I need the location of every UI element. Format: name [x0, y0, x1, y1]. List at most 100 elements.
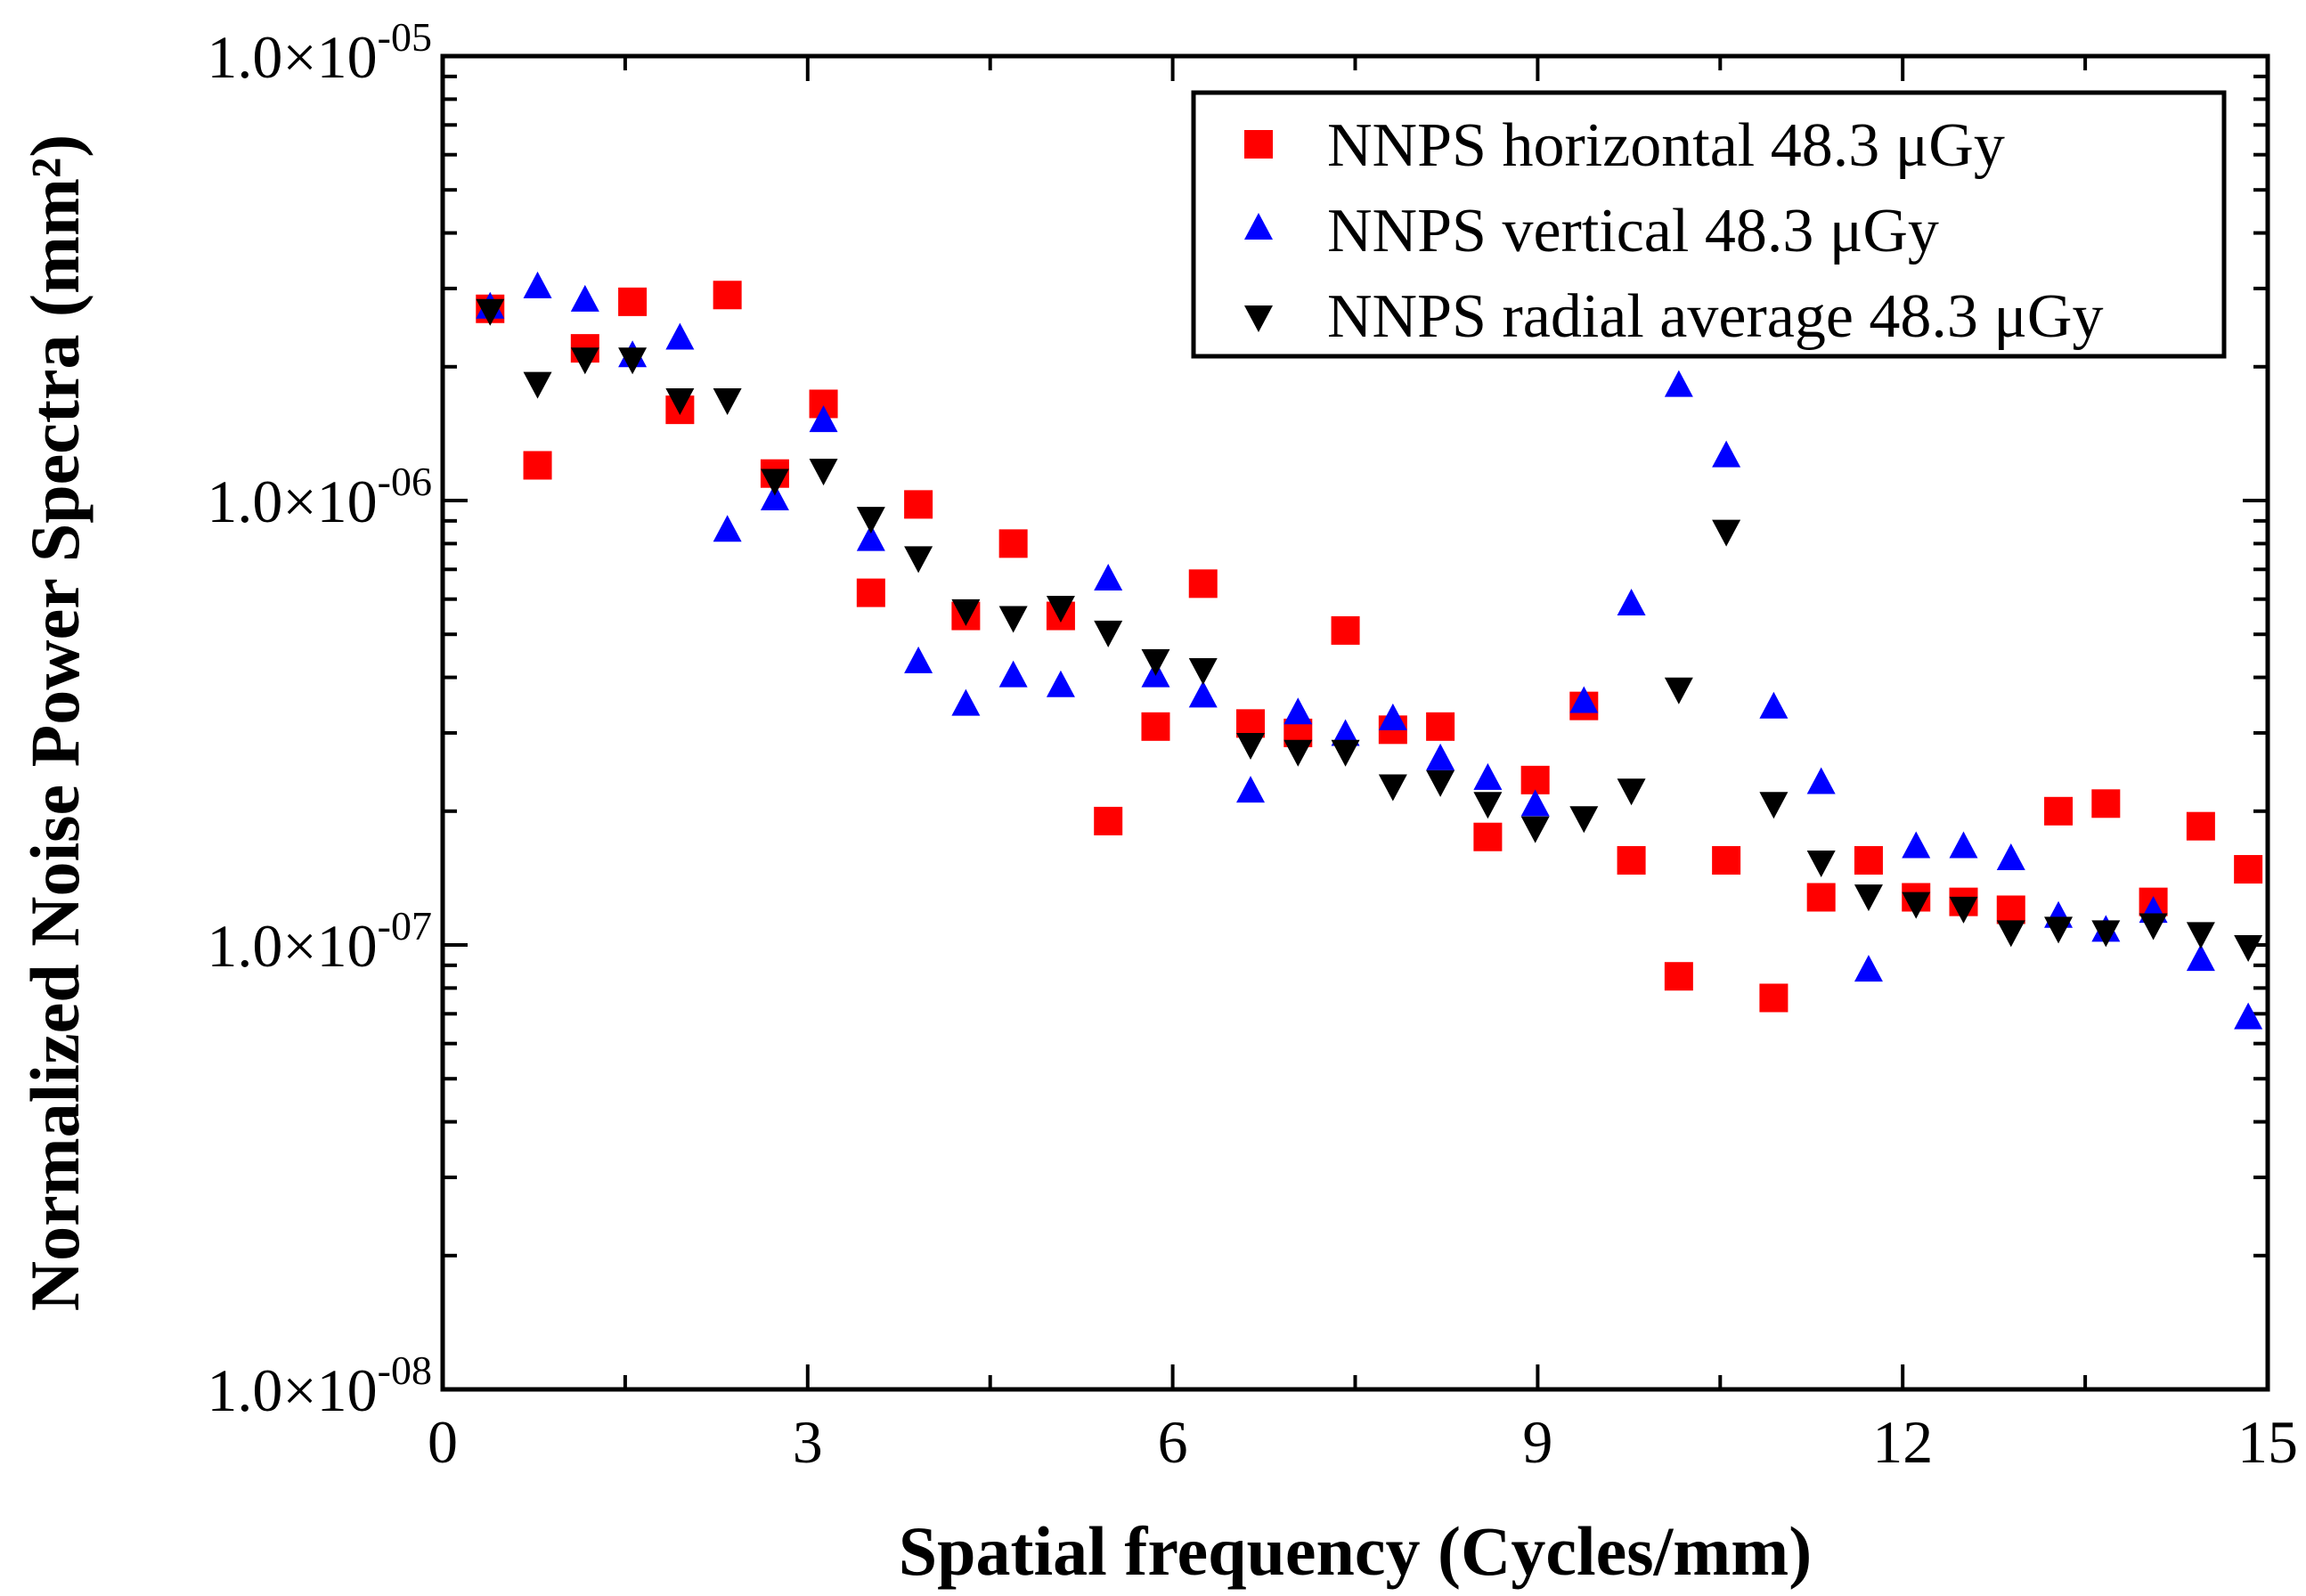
y-tick-label: 1.0×10-05	[207, 14, 432, 91]
plot-frame	[440, 53, 2270, 1392]
vertical-point	[523, 271, 552, 298]
vertical-point	[1046, 670, 1075, 697]
y-axis-title: Normalized Noise Power Spectra (mm²)	[16, 134, 94, 1312]
radial-average-point	[1949, 896, 1978, 924]
series-triangle-up	[476, 271, 2263, 1030]
radial-average-point	[1569, 806, 1599, 834]
radial-average-point	[998, 606, 1028, 633]
legend: NNPS horizontal 48.3 μGy NNPS vertical 48…	[1191, 90, 2227, 359]
horizontal-point	[2234, 855, 2263, 884]
x-tick-label: 9	[1522, 1408, 1552, 1476]
vertical-point	[1759, 691, 1789, 719]
horizontal-point	[618, 287, 648, 316]
radial-average-point	[665, 388, 695, 416]
horizontal-point	[1854, 846, 1883, 875]
radial-average-point	[713, 388, 742, 416]
vertical-point	[1569, 686, 1599, 713]
vertical-point	[1188, 680, 1218, 708]
vertical-point	[856, 524, 885, 551]
x-tick-label: 12	[1872, 1408, 1933, 1476]
radial-average-point	[1520, 816, 1550, 843]
horizontal-point	[1806, 883, 1836, 912]
horizontal-point	[904, 490, 933, 519]
vertical-point	[1949, 831, 1978, 859]
vertical-point	[665, 322, 695, 350]
horizontal-point	[1188, 569, 1218, 598]
y-tick-label: 1.0×10-08	[207, 1348, 432, 1424]
vertical-point	[760, 484, 789, 510]
vertical-point	[1094, 564, 1123, 591]
radial-average-point	[618, 347, 648, 375]
radial-average-point	[1188, 657, 1218, 685]
legend-entry: NNPS vertical 48.3 μGy	[1244, 197, 1939, 265]
radial-average-point	[2091, 920, 2121, 948]
x-tick-label: 15	[2237, 1408, 2298, 1476]
horizontal-point	[1426, 712, 1455, 741]
radial-average-point	[1473, 792, 1503, 819]
horizontal-point	[1996, 895, 2025, 924]
radial-average-point	[760, 468, 789, 496]
horizontal-point	[1331, 615, 1360, 645]
radial-average-point	[1094, 620, 1123, 647]
horizontal-point	[998, 529, 1028, 558]
horizontal-point	[713, 281, 742, 310]
x-tick-label: 3	[793, 1408, 823, 1476]
legend-box	[1191, 90, 2227, 359]
radial-average-point	[1617, 778, 1646, 806]
legend-entry: NNPS horizontal 48.3 μGy	[1244, 111, 2005, 180]
series-triangle-down	[476, 298, 2263, 962]
vertical-point	[570, 284, 599, 312]
vertical-point	[713, 515, 742, 542]
vertical-point	[2234, 1002, 2263, 1030]
horizontal-point	[1712, 846, 1741, 875]
vertical-point	[1283, 697, 1313, 725]
legend-label: NNPS radial average 48.3 μGy	[1327, 282, 2103, 351]
radial-average-point	[809, 459, 838, 486]
vertical-point	[1902, 831, 1931, 859]
radial-average-point	[2234, 935, 2263, 962]
horizontal-point	[1236, 709, 1266, 738]
vertical-point	[951, 688, 981, 716]
radial-average-point	[951, 598, 981, 626]
radial-average-point	[2044, 916, 2074, 944]
radial-average-point	[1996, 920, 2025, 948]
horizontal-point	[523, 451, 552, 480]
legend-marker	[1244, 130, 1273, 159]
vertical-point	[1236, 776, 1266, 803]
vertical-point	[1996, 843, 2025, 871]
horizontal-point	[2186, 811, 2215, 841]
radial-average-point	[1806, 851, 1836, 878]
vertical-point	[1378, 703, 1407, 730]
vertical-point	[1712, 440, 1741, 468]
radial-average-point	[1712, 519, 1741, 547]
vertical-point	[1520, 789, 1550, 817]
y-axis-tick-labels: 1.0×10-05 1.0×10-06 1.0×10-07 1.0×10-08	[207, 14, 432, 1424]
horizontal-point	[1473, 822, 1503, 851]
vertical-point	[904, 646, 933, 673]
legend-label: NNPS vertical 48.3 μGy	[1327, 197, 1939, 265]
vertical-point	[1426, 743, 1455, 770]
x-tick-label: 6	[1158, 1408, 1188, 1476]
legend-entry: NNPS radial average 48.3 μGy	[1244, 282, 2103, 351]
radial-average-point	[1236, 733, 1266, 761]
horizontal-point	[1617, 846, 1646, 875]
legend-marker	[1244, 213, 1273, 240]
radial-average-point	[1759, 792, 1789, 819]
radial-average-point	[1664, 677, 1693, 704]
radial-average-point	[1902, 892, 1931, 919]
vertical-point	[1854, 955, 1883, 982]
radial-average-point	[523, 371, 552, 399]
horizontal-point	[1094, 806, 1123, 835]
y-tick-label: 1.0×10-07	[207, 903, 432, 980]
vertical-point	[998, 660, 1028, 688]
vertical-point	[1473, 762, 1503, 790]
horizontal-point	[1664, 962, 1693, 991]
vertical-point	[1331, 719, 1360, 746]
legend-label: NNPS horizontal 48.3 μGy	[1327, 111, 2005, 180]
horizontal-point	[2091, 789, 2121, 818]
horizontal-point	[1141, 712, 1170, 741]
radial-average-point	[570, 347, 599, 375]
radial-average-point	[904, 546, 933, 574]
radial-average-point	[1046, 596, 1075, 623]
